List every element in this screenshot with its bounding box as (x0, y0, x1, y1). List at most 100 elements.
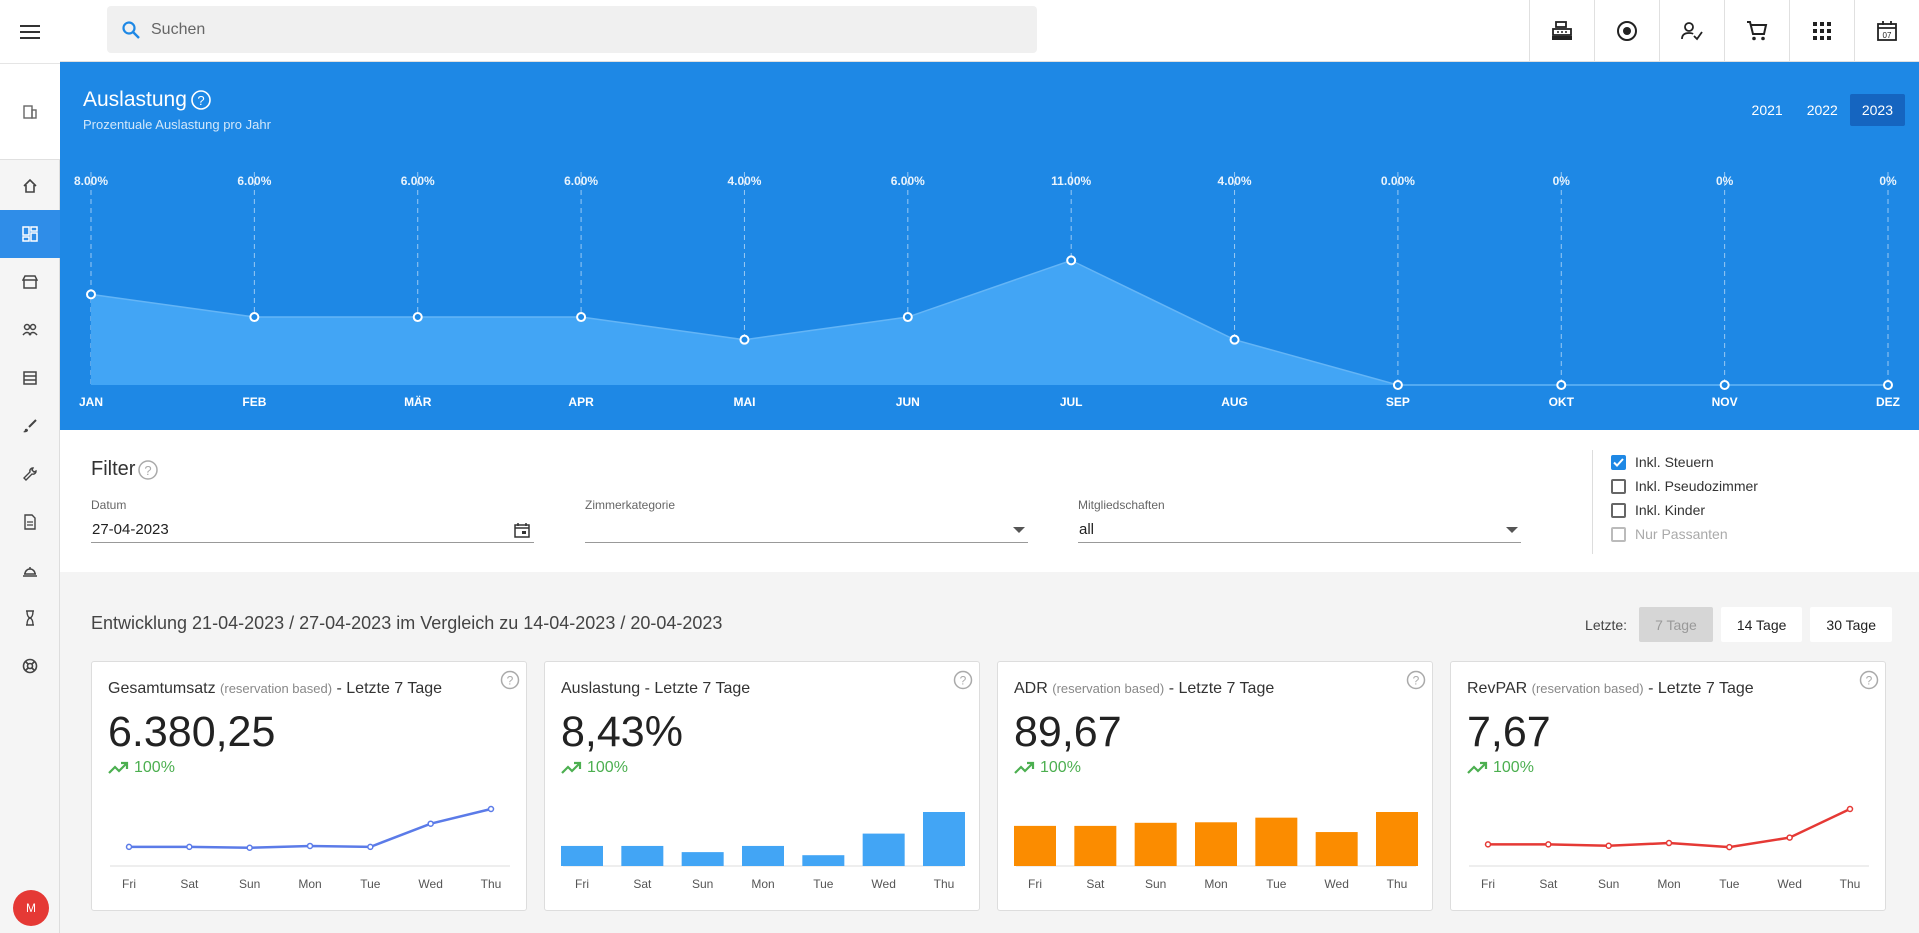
data-label: 6.00% (891, 174, 925, 188)
sidebar-item-service[interactable] (0, 546, 60, 594)
range-7-days-button[interactable]: 7 Tage (1639, 607, 1713, 642)
search-bar (107, 6, 1037, 53)
tick-label: Fri (122, 877, 136, 891)
card-value: 7,67 (1467, 708, 1551, 756)
dashboard-icon (22, 226, 38, 242)
data-point (1556, 380, 1567, 390)
card-value: 6.380,25 (108, 708, 276, 756)
help-icon[interactable]: ? (953, 670, 973, 690)
record-button[interactable] (1594, 0, 1659, 62)
data-point (367, 843, 374, 851)
sidebar-item-dashboard[interactable] (0, 210, 60, 258)
checkbox-incl-taxes[interactable]: Inkl. Steuern (1611, 450, 1792, 474)
checkin-button[interactable] (1659, 0, 1724, 62)
range-14-days-button[interactable]: 14 Tage (1720, 607, 1803, 642)
lifebuoy-icon (22, 658, 38, 674)
checkbox-disabled (1611, 526, 1626, 542)
card-trend: 100% (108, 759, 175, 777)
property-logo[interactable] (0, 64, 60, 160)
help-icon[interactable]: ? (500, 670, 520, 690)
month-label: NOV (1712, 395, 1738, 409)
sidebar-item-store[interactable] (0, 258, 60, 306)
data-label: 6.00% (237, 174, 271, 188)
chevron-down-icon (1013, 526, 1025, 533)
tick-label: Mon (1657, 877, 1680, 891)
sidebar-item-support[interactable] (0, 642, 60, 690)
sidebar-item-timer[interactable] (0, 594, 60, 642)
svg-text:?: ? (145, 463, 152, 478)
date-input[interactable]: 27-04-2023 (91, 517, 534, 543)
month-label: FEB (242, 395, 266, 409)
chevron-down-icon (1506, 526, 1518, 533)
membership-select[interactable]: all (1078, 517, 1521, 543)
data-point (249, 312, 260, 323)
trending-up-icon (1014, 761, 1035, 774)
checkbox-incl-children[interactable]: Inkl. Kinder (1611, 498, 1792, 522)
data-point (1726, 843, 1733, 851)
sidebar-item-list[interactable] (0, 354, 60, 402)
checkbox-incl-pseudo-rooms[interactable]: Inkl. Pseudozimmer (1611, 474, 1792, 498)
sidebar-item-documents[interactable] (0, 498, 60, 546)
membership-field: Mitgliedschaften all (1078, 498, 1521, 543)
tick-label: Tue (360, 877, 381, 891)
building-icon (23, 104, 37, 119)
store-icon (22, 275, 38, 289)
card-value: 8,43% (561, 708, 683, 756)
checkbox-unchecked[interactable] (1611, 502, 1626, 518)
data-point (1484, 841, 1492, 848)
tick-label: Sat (633, 877, 652, 891)
card-title: Gesamtumsatz (reservation based) - Letzt… (108, 680, 443, 697)
checkbox-checked[interactable] (1611, 454, 1626, 470)
sidebar: M (0, 0, 60, 933)
apps-button[interactable] (1789, 0, 1854, 62)
card-title: RevPAR (reservation based) - Letzte 7 Ta… (1467, 680, 1754, 697)
help-icon[interactable]: ? (1406, 670, 1426, 690)
revpar-chart: Fri Sat Sun Mon Tue Wed Thu (1469, 805, 1869, 891)
sidebar-item-guests[interactable] (0, 306, 60, 354)
help-icon[interactable]: ? (138, 459, 159, 480)
people-icon (22, 323, 38, 336)
svg-text:07: 07 (1883, 31, 1892, 40)
year-2022[interactable]: 2022 (1806, 102, 1838, 118)
series-line (129, 807, 492, 850)
data-point (412, 312, 423, 323)
calendar-icon[interactable] (514, 522, 530, 538)
data-point (1665, 839, 1673, 847)
occupancy-bar-chart: Fri Sat Sun Mon Tue Wed Thu (561, 812, 965, 891)
card-trend: 100% (1014, 759, 1081, 777)
bar (621, 845, 664, 866)
sidebar-item-tools[interactable] (0, 450, 60, 498)
search-icon (122, 20, 140, 39)
document-icon (24, 514, 36, 530)
card-value: 89,67 (1014, 708, 1122, 756)
year-2023[interactable]: 2023 (1849, 94, 1905, 126)
tick-label: Wed (418, 877, 442, 891)
room-category-select[interactable] (585, 517, 1028, 543)
month-label: OKT (1549, 395, 1575, 409)
year-2021[interactable]: 2021 (1751, 102, 1783, 118)
checkbox-unchecked[interactable] (1611, 478, 1626, 494)
check-icon (1613, 457, 1624, 467)
menu-button[interactable] (0, 0, 60, 64)
help-icon[interactable]: ? (1859, 670, 1879, 690)
sidebar-item-home[interactable] (0, 162, 60, 210)
tick-label: Sun (1145, 877, 1166, 891)
tick-label: Fri (1481, 877, 1495, 891)
kpi-card-occupancy: Fri Sat Sun Mon Tue Wed Thu Auslastung - Letzt… (544, 661, 980, 911)
month-label: JUL (1060, 395, 1083, 409)
tick-label: Thu (481, 877, 502, 891)
toolbar-icons: 07 (1529, 0, 1919, 62)
cash-register-button[interactable] (1529, 0, 1594, 62)
tick-label: Mon (751, 877, 774, 891)
help-icon[interactable]: ? (191, 90, 211, 110)
sidebar-item-brush[interactable] (0, 402, 60, 450)
card-title: ADR (reservation based) - Letzte 7 Tage (1014, 680, 1275, 697)
range-30-days-button[interactable]: 30 Tage (1810, 607, 1892, 642)
search-input[interactable] (151, 20, 1011, 39)
user-avatar[interactable]: M (13, 890, 49, 926)
month-label: JUN (896, 395, 920, 409)
calendar-button[interactable]: 07 (1854, 0, 1919, 62)
calendar-icon: 07 (1877, 21, 1897, 41)
cart-button[interactable] (1724, 0, 1789, 62)
bellhop-icon (23, 567, 37, 577)
